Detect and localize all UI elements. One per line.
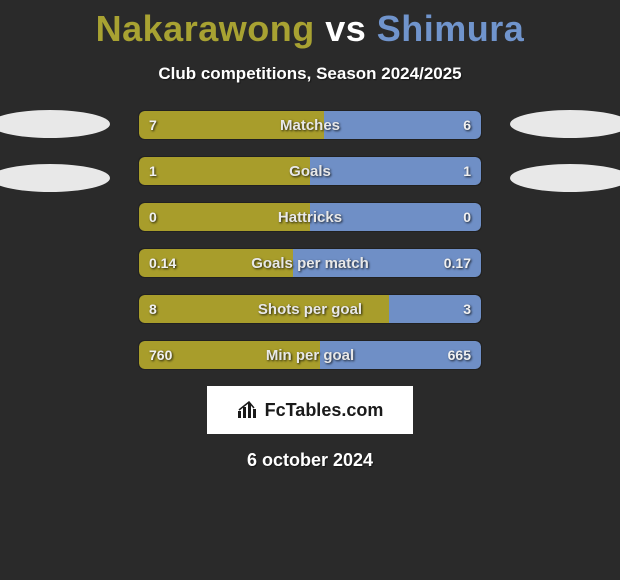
vs-separator: vs (325, 8, 366, 49)
bar-fill-left (139, 111, 324, 139)
player1-name: Nakarawong (96, 8, 315, 49)
bar-fill-left (139, 295, 389, 323)
bar-fill-right (310, 203, 481, 231)
player2-name: Shimura (377, 8, 525, 49)
bar-fill-left (139, 157, 310, 185)
left-ovals (0, 110, 110, 218)
bar-chart-icon (237, 401, 259, 419)
stat-row: 00Hattricks (138, 202, 482, 232)
right-ovals (510, 110, 620, 218)
chart-area: 76Matches 11Goals 00Hattricks 0.140.17Goals… (0, 110, 620, 370)
bar-fill-right (310, 157, 481, 185)
stat-bars: 76Matches 11Goals 00Hattricks 0.140.17Goals… (138, 110, 482, 370)
bar-fill-left (139, 203, 310, 231)
decorative-oval (510, 164, 620, 192)
bar-fill-right (293, 249, 481, 277)
bar-fill-right (320, 341, 481, 369)
stat-row: 76Matches (138, 110, 482, 140)
stat-row: 760665Min per goal (138, 340, 482, 370)
comparison-title: Nakarawong vs Shimura (0, 0, 620, 50)
logo-box: FcTables.com (207, 386, 413, 434)
decorative-oval (0, 164, 110, 192)
bar-fill-left (139, 341, 320, 369)
bar-fill-left (139, 249, 293, 277)
stat-row: 11Goals (138, 156, 482, 186)
stat-row: 83Shots per goal (138, 294, 482, 324)
date: 6 october 2024 (0, 450, 620, 471)
bar-fill-right (324, 111, 481, 139)
decorative-oval (0, 110, 110, 138)
decorative-oval (510, 110, 620, 138)
subtitle: Club competitions, Season 2024/2025 (0, 64, 620, 84)
stat-row: 0.140.17Goals per match (138, 248, 482, 278)
logo-text: FcTables.com (265, 400, 384, 421)
bar-fill-right (389, 295, 481, 323)
